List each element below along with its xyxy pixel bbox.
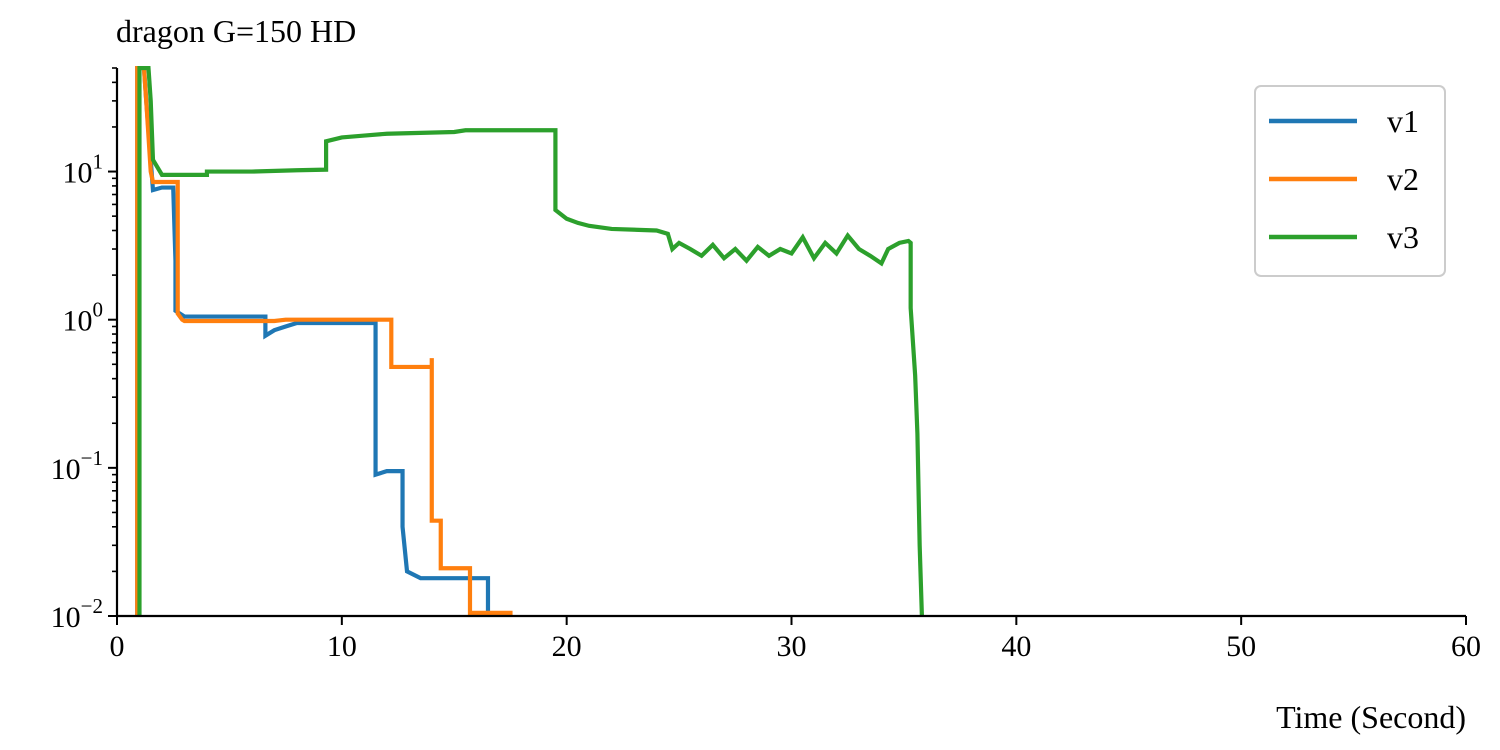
series-line-v2 (135, 66, 513, 616)
chart-title: dragon G=150 HD (116, 13, 356, 49)
x-tick-label: 40 (1001, 630, 1031, 663)
x-tick-label: 10 (327, 630, 357, 663)
y-tick-label: 101 (63, 150, 104, 190)
x-tick-label: 50 (1226, 630, 1256, 663)
legend: v1 v2 v3 (1254, 85, 1446, 277)
x-tick-label: 0 (110, 630, 125, 663)
series-line-v1 (135, 66, 491, 616)
x-axis-label: Time (Second) (1276, 699, 1466, 735)
legend-label-v1: v1 (1387, 103, 1419, 139)
x-tick-label: 60 (1451, 630, 1481, 663)
legend-label-v2: v2 (1387, 161, 1419, 197)
y-tick-label: 100 (63, 298, 104, 338)
series-line-v3 (137, 66, 925, 616)
y-tick-label: 10−1 (51, 446, 103, 486)
legend-label-v3: v3 (1387, 219, 1419, 255)
x-tick-label: 20 (552, 630, 582, 663)
axes: 0 10 20 30 40 50 60 10−2 10−1 100 101 (51, 67, 1481, 663)
y-tick-label: 10−2 (51, 594, 103, 634)
plot-area (135, 66, 925, 616)
x-tick-label: 30 (777, 630, 807, 663)
